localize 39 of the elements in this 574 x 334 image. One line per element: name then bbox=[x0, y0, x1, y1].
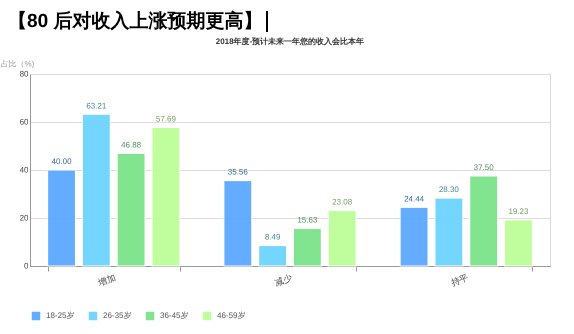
bar bbox=[116, 152, 146, 266]
bar bbox=[504, 219, 533, 266]
data-label: 40.00 bbox=[52, 157, 72, 166]
bar bbox=[328, 210, 357, 266]
data-label: 28.30 bbox=[438, 185, 460, 194]
bar bbox=[400, 206, 428, 266]
y-tick-label: 80 bbox=[20, 70, 30, 78]
data-label: 15.63 bbox=[297, 215, 318, 224]
y-tick-label: 40 bbox=[20, 166, 30, 174]
data-label: 46.88 bbox=[121, 140, 142, 150]
bar bbox=[258, 245, 288, 266]
legend-label: 46-59岁 bbox=[217, 311, 246, 320]
bar bbox=[82, 114, 111, 266]
x-tick-label: 增加 bbox=[96, 272, 118, 288]
legend-label: 36-45岁 bbox=[160, 311, 188, 320]
data-label: 35.56 bbox=[228, 168, 248, 177]
y-tick-label: 60 bbox=[20, 118, 30, 126]
bar bbox=[292, 228, 322, 266]
chart-subtitle: 2018年度-预计未来一年您的收入会比本年 bbox=[216, 36, 364, 46]
data-label: 37.50 bbox=[474, 163, 494, 172]
legend-label: 18-25岁 bbox=[46, 311, 74, 320]
bar bbox=[223, 180, 252, 266]
x-tick-label: 持平 bbox=[450, 272, 470, 288]
y-tick-label: 0 bbox=[24, 262, 30, 270]
data-label: 57.69 bbox=[156, 114, 176, 124]
data-label: 19.23 bbox=[508, 206, 530, 216]
data-label: 8.49 bbox=[264, 232, 281, 242]
legend-label: 26-35岁 bbox=[103, 311, 132, 320]
bar bbox=[469, 176, 498, 266]
bar bbox=[152, 127, 180, 266]
chart-title: 【80 后对收入上涨预期更高】 bbox=[8, 11, 268, 32]
data-label: 63.21 bbox=[86, 101, 107, 110]
y-axis-title: 占比（%) bbox=[0, 60, 35, 68]
x-tick-label: 减少 bbox=[273, 272, 294, 288]
data-label: 23.08 bbox=[332, 198, 353, 207]
y-tick-label: 20 bbox=[20, 214, 30, 222]
bar bbox=[47, 170, 76, 266]
bar bbox=[434, 198, 464, 266]
data-label: 24.44 bbox=[404, 194, 425, 204]
